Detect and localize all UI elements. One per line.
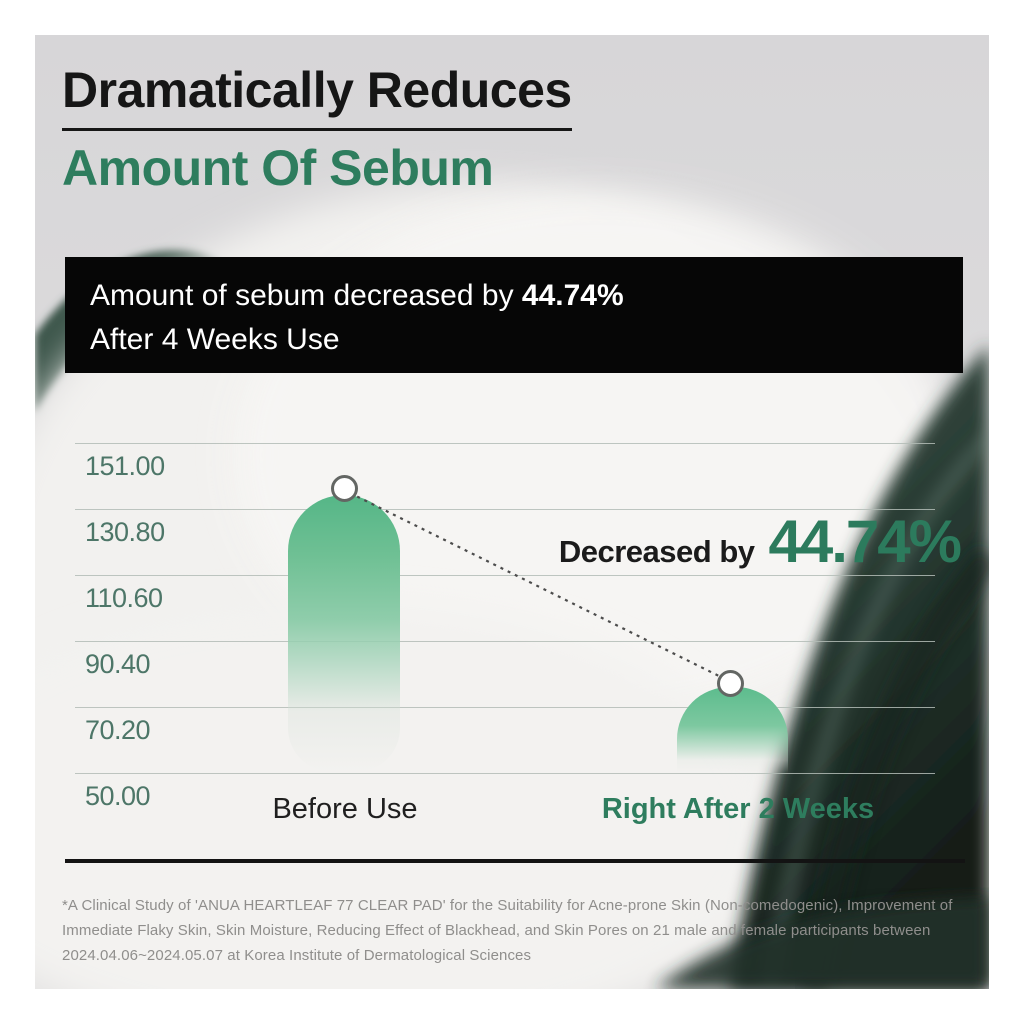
y-tick-label: 90.40 [85,649,151,679]
x-label-right-after-2-weeks: Right After 2 Weeks [601,793,875,825]
gridline [75,707,935,708]
headline-line-1: Dramatically Reduces [62,61,572,131]
claim-highlight-percent: 44.74% [521,279,624,312]
claim-line-2: After 4 Weeks Use [90,323,340,356]
data-point-marker-after [717,670,744,697]
bar-right-after-2-weeks [677,687,788,773]
sebum-bar-chart: 151.00 130.80 110.60 90.40 70.20 50.00 [35,35,989,989]
gridline [75,641,935,642]
decrease-annotation-label: Decreased by [558,534,755,569]
y-tick-label: 70.20 [85,715,151,745]
headline-line-2: Amount Of Sebum [62,140,494,196]
claim-line-1-text: Amount of sebum decreased by [90,279,522,312]
infographic-card: Dramatically Reduces Amount Of Sebum Amo… [35,35,989,989]
divider-line [65,859,965,863]
bar-before-use [288,495,400,772]
y-tick-label: 151.00 [85,451,165,481]
jar-highlight-streak [764,430,989,989]
gridline [75,773,935,774]
x-label-before-use: Before Use [272,793,418,825]
gridline [75,443,935,444]
footnote-line-3: 2024.04.06~2024.05.07 at Korea Institute… [62,947,532,964]
data-point-marker-before [331,475,358,502]
y-tick-label: 130.80 [85,517,165,547]
jar-bottom-sweep [655,897,989,989]
claim-banner: Amount of sebum decreased by 44.74% Afte… [65,257,963,373]
footnote-line-1: *A Clinical Study of 'ANUA HEARTLEAF 77 … [62,897,953,914]
y-tick-label: 50.00 [85,781,151,811]
footnote-line-2: Immediate Flaky Skin, Skin Moisture, Red… [62,922,931,939]
decrease-annotation: Decreased by 44.74% [558,507,962,576]
jar-body-right [729,345,989,989]
cotton-pad-lower [35,605,765,989]
y-tick-label: 110.60 [85,583,163,613]
claim-line-1: Amount of sebum decreased by 44.74% [90,274,963,318]
clinical-study-footnote: *A Clinical Study of 'ANUA HEARTLEAF 77 … [62,893,982,968]
decrease-annotation-value: 44.74% [768,508,962,575]
jar-shadow-streak [799,546,989,989]
